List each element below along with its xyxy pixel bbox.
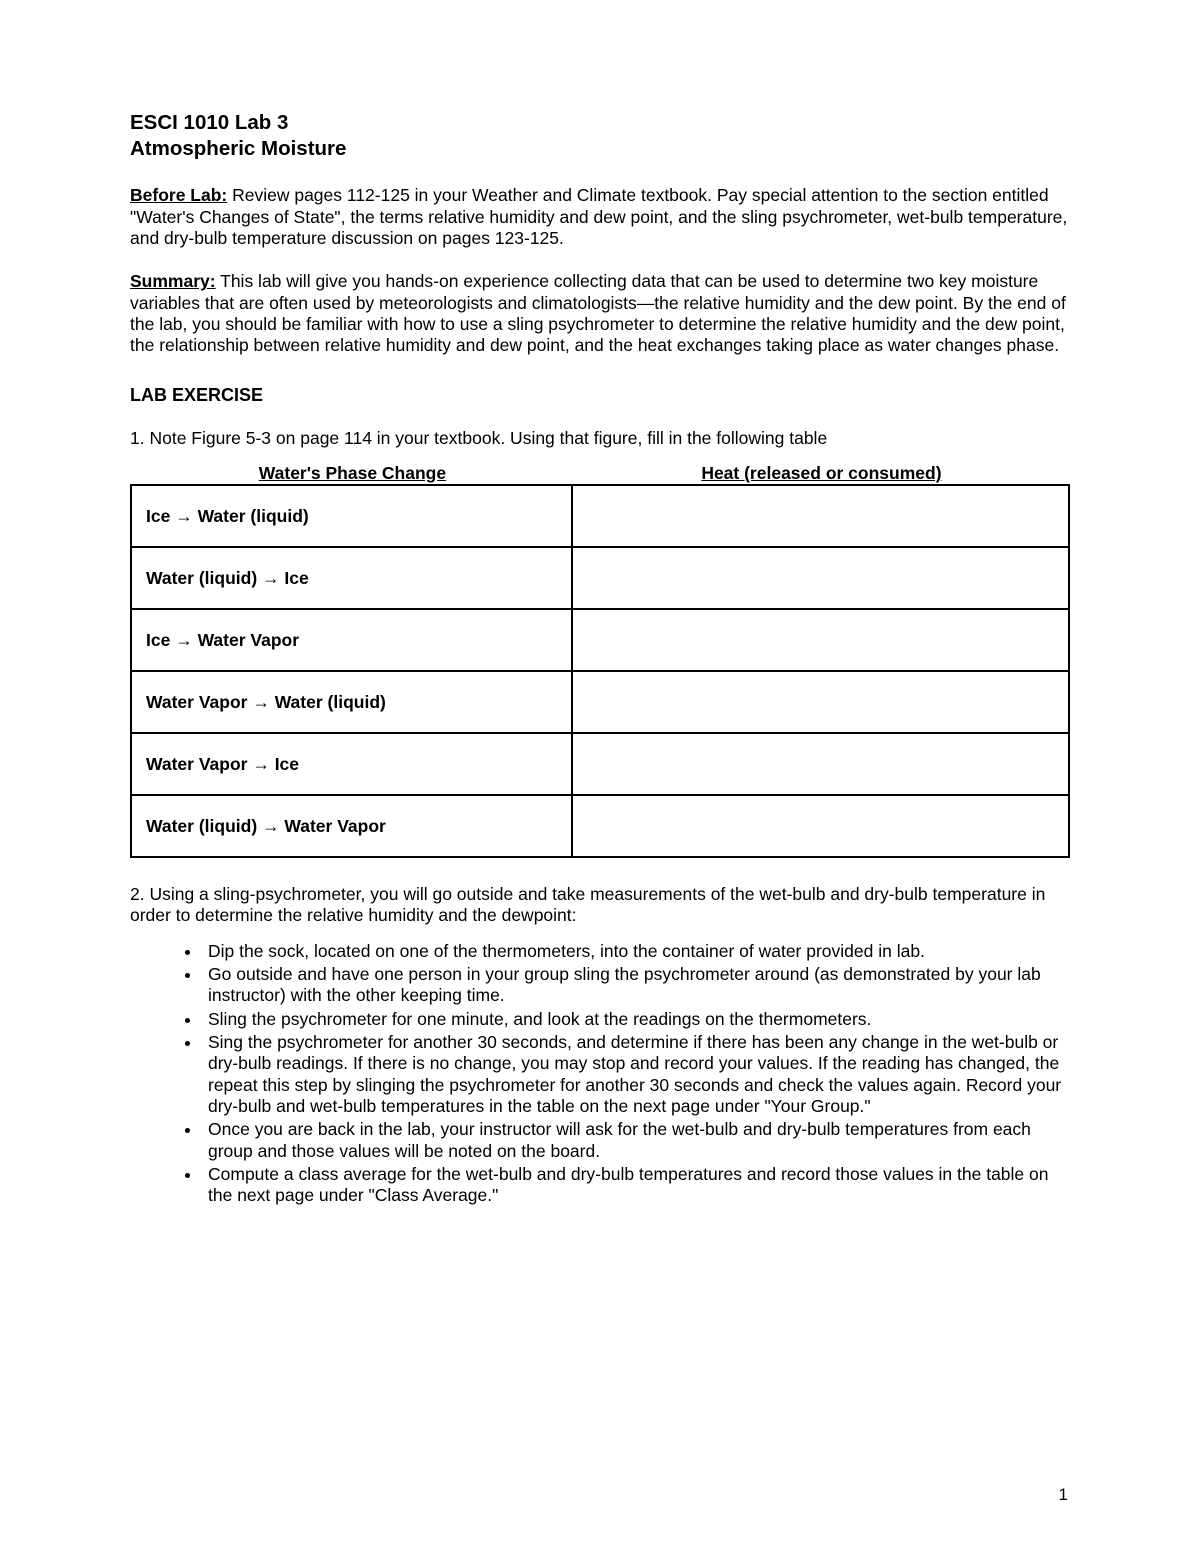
table-header-phase: Water's Phase Change <box>132 463 573 484</box>
arrow-icon: → <box>175 506 193 526</box>
phase-to: Water Vapor <box>280 816 386 836</box>
before-lab-text: Review pages 112-125 in your Weather and… <box>130 185 1067 248</box>
phase-cell: Water (liquid) → Water Vapor <box>131 795 572 857</box>
heat-cell <box>572 733 1069 795</box>
list-item: Compute a class average for the wet-bulb… <box>202 1164 1070 1207</box>
summary-label: Summary: <box>130 271 216 291</box>
phase-change-table: Ice → Water (liquid)Water (liquid) → Ice… <box>130 484 1070 858</box>
title-line-1: ESCI 1010 Lab 3 <box>130 110 1070 136</box>
phase-cell: Water Vapor → Ice <box>131 733 572 795</box>
arrow-icon: → <box>175 630 193 650</box>
summary-paragraph: Summary: This lab will give you hands-on… <box>130 271 1070 356</box>
phase-from: Water Vapor <box>146 692 252 712</box>
question-1: 1. Note Figure 5-3 on page 114 in your t… <box>130 428 1070 449</box>
phase-cell: Ice → Water (liquid) <box>131 485 572 547</box>
table-column-headers: Water's Phase Change Heat (released or c… <box>130 463 1070 484</box>
phase-to: Ice <box>280 568 309 588</box>
list-item: Dip the sock, located on one of the ther… <box>202 941 1070 962</box>
table-header-heat: Heat (released or consumed) <box>573 463 1070 484</box>
lab-exercise-heading: LAB EXERCISE <box>130 385 1070 406</box>
phase-cell: Water Vapor → Water (liquid) <box>131 671 572 733</box>
arrow-icon: → <box>262 816 280 836</box>
heat-cell <box>572 795 1069 857</box>
title-block: ESCI 1010 Lab 3 Atmospheric Moisture <box>130 110 1070 161</box>
phase-to: Water (liquid) <box>193 506 309 526</box>
page-number: 1 <box>1059 1485 1068 1505</box>
list-item: Go outside and have one person in your g… <box>202 964 1070 1007</box>
phase-to: Ice <box>270 754 299 774</box>
phase-from: Ice <box>146 630 175 650</box>
table-row: Water (liquid) → Ice <box>131 547 1069 609</box>
table-row: Ice → Water (liquid) <box>131 485 1069 547</box>
arrow-icon: → <box>252 692 270 712</box>
heat-cell <box>572 547 1069 609</box>
arrow-icon: → <box>252 754 270 774</box>
phase-to: Water (liquid) <box>270 692 386 712</box>
table-row: Water (liquid) → Water Vapor <box>131 795 1069 857</box>
heat-cell <box>572 671 1069 733</box>
summary-text: This lab will give you hands-on experien… <box>130 271 1066 355</box>
arrow-icon: → <box>262 568 280 588</box>
heat-cell <box>572 609 1069 671</box>
list-item: Sing the psychrometer for another 30 sec… <box>202 1032 1070 1117</box>
heat-cell <box>572 485 1069 547</box>
phase-cell: Ice → Water Vapor <box>131 609 572 671</box>
before-lab-label: Before Lab: <box>130 185 227 205</box>
list-item: Once you are back in the lab, your instr… <box>202 1119 1070 1162</box>
document-page: ESCI 1010 Lab 3 Atmospheric Moisture Bef… <box>0 0 1200 1553</box>
before-lab-paragraph: Before Lab: Review pages 112-125 in your… <box>130 185 1070 249</box>
table-row: Water Vapor → Water (liquid) <box>131 671 1069 733</box>
phase-from: Water (liquid) <box>146 568 262 588</box>
phase-to: Water Vapor <box>193 630 299 650</box>
phase-cell: Water (liquid) → Ice <box>131 547 572 609</box>
instruction-list: Dip the sock, located on one of the ther… <box>130 941 1070 1207</box>
question-2: 2. Using a sling-psychrometer, you will … <box>130 884 1070 927</box>
phase-from: Water Vapor <box>146 754 252 774</box>
table-row: Ice → Water Vapor <box>131 609 1069 671</box>
phase-from: Water (liquid) <box>146 816 262 836</box>
list-item: Sling the psychrometer for one minute, a… <box>202 1009 1070 1030</box>
table-row: Water Vapor → Ice <box>131 733 1069 795</box>
title-line-2: Atmospheric Moisture <box>130 136 1070 162</box>
phase-from: Ice <box>146 506 175 526</box>
